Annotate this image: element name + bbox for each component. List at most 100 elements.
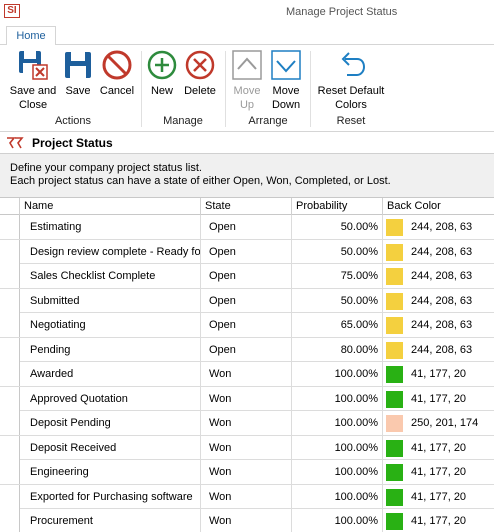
table-row[interactable]: Sales Checklist Complete Open 75.00% 244, 2… [0, 264, 494, 289]
cell-probability[interactable]: 50.00% [292, 215, 383, 239]
table-row[interactable]: Pending Open 80.00% 244, 208, 63 [0, 337, 494, 362]
column-header-probability[interactable]: Probability [292, 198, 383, 215]
cell-state[interactable]: Open [201, 313, 292, 337]
row-selector[interactable] [0, 264, 20, 288]
row-selector[interactable] [0, 484, 20, 509]
row-selector[interactable] [0, 411, 20, 435]
cell-state[interactable]: Won [201, 386, 292, 411]
tab-home[interactable]: Home [6, 26, 56, 46]
table-row[interactable]: Design review complete - Ready for Open 50… [0, 239, 494, 264]
cell-state[interactable]: Open [201, 337, 292, 362]
cell-name[interactable]: Exported for Purchasing software [20, 484, 201, 509]
table-row[interactable]: Engineering Won 100.00% 41, 177, 20 [0, 460, 494, 485]
cell-name[interactable]: Deposit Received [20, 435, 201, 460]
row-selector[interactable] [0, 337, 20, 362]
color-swatch[interactable] [386, 439, 403, 457]
color-swatch[interactable] [386, 415, 403, 432]
cell-name[interactable]: Pending [20, 337, 201, 362]
cell-probability[interactable]: 100.00% [292, 411, 383, 435]
color-swatch[interactable] [386, 317, 403, 334]
cell-state[interactable]: Won [201, 411, 292, 435]
row-selector[interactable] [0, 386, 20, 411]
table-row[interactable]: Awarded Won 100.00% 41, 177, 20 [0, 362, 494, 387]
color-swatch[interactable] [386, 292, 403, 310]
cell-name[interactable]: Approved Quotation [20, 386, 201, 411]
table-row[interactable]: Approved Quotation Won 100.00% 41, 177, 20 [0, 386, 494, 411]
row-selector[interactable] [0, 362, 20, 386]
cell-probability[interactable]: 75.00% [292, 264, 383, 288]
color-swatch[interactable] [386, 341, 403, 359]
cell-probability[interactable]: 80.00% [292, 337, 383, 362]
save-and-close-button[interactable]: Save and Close [9, 49, 57, 112]
cell-probability[interactable]: 100.00% [292, 435, 383, 460]
cell-state[interactable]: Won [201, 362, 292, 386]
cell-back-color[interactable]: 244, 208, 63 [383, 215, 494, 239]
cell-probability[interactable]: 50.00% [292, 288, 383, 313]
color-swatch[interactable] [386, 390, 403, 408]
cell-probability[interactable]: 100.00% [292, 386, 383, 411]
cell-name[interactable]: Design review complete - Ready for [20, 239, 201, 264]
cell-name[interactable]: Submitted [20, 288, 201, 313]
cell-name[interactable]: Sales Checklist Complete [20, 264, 201, 288]
column-header-back-color[interactable]: Back Color [387, 200, 441, 212]
row-selector[interactable] [0, 239, 20, 264]
cell-state[interactable]: Open [201, 215, 292, 239]
table-row[interactable]: Exported for Purchasing software Won 100.0… [0, 484, 494, 509]
table-row[interactable]: Procurement Won 100.00% 41, 177, 20 [0, 509, 494, 532]
color-swatch[interactable] [386, 464, 403, 481]
cell-probability[interactable]: 100.00% [292, 362, 383, 386]
cell-name[interactable]: Estimating [20, 215, 201, 239]
cell-name[interactable]: Negotiating [20, 313, 201, 337]
row-selector[interactable] [0, 435, 20, 460]
new-button[interactable]: New [146, 49, 178, 98]
cell-probability[interactable]: 100.00% [292, 484, 383, 509]
cell-back-color[interactable]: 41, 177, 20 [383, 485, 494, 509]
row-selector[interactable] [0, 215, 20, 239]
delete-button[interactable]: Delete [182, 49, 218, 98]
cell-state[interactable]: Open [201, 264, 292, 288]
cell-back-color[interactable]: 244, 208, 63 [383, 289, 494, 313]
cell-back-color[interactable]: 244, 208, 63 [383, 264, 494, 288]
cell-name[interactable]: Deposit Pending [20, 411, 201, 435]
cell-back-color[interactable]: 244, 208, 63 [383, 313, 494, 337]
row-selector[interactable] [0, 509, 20, 532]
cell-name[interactable]: Awarded [20, 362, 201, 386]
color-swatch[interactable] [386, 268, 403, 285]
cell-back-color[interactable]: 244, 208, 63 [383, 240, 494, 264]
color-swatch[interactable] [386, 366, 403, 383]
table-row[interactable]: Negotiating Open 65.00% 244, 208, 63 [0, 313, 494, 338]
move-down-button[interactable]: Move Down [268, 49, 304, 112]
cell-back-color[interactable]: 41, 177, 20 [383, 387, 494, 411]
color-swatch[interactable] [386, 513, 403, 530]
cell-back-color[interactable]: 250, 201, 174 [383, 411, 494, 435]
cell-back-color[interactable]: 41, 177, 20 [383, 509, 494, 532]
cell-name[interactable]: Procurement [20, 509, 201, 532]
column-header-state[interactable]: State [201, 198, 292, 215]
row-selector[interactable] [0, 460, 20, 484]
reset-default-colors-button[interactable]: Reset Default Colors [315, 49, 387, 112]
table-row[interactable]: Estimating Open 50.00% 244, 208, 63 [0, 215, 494, 240]
save-button[interactable]: Save [62, 49, 94, 98]
cell-probability[interactable]: 50.00% [292, 239, 383, 264]
cell-name[interactable]: Engineering [20, 460, 201, 484]
column-header-name[interactable]: Name [20, 198, 201, 215]
cell-state[interactable]: Open [201, 239, 292, 264]
cell-back-color[interactable]: 244, 208, 63 [383, 338, 494, 362]
cell-state[interactable]: Won [201, 509, 292, 532]
cell-state[interactable]: Open [201, 288, 292, 313]
move-up-button[interactable]: Move Up [230, 49, 264, 112]
cell-probability[interactable]: 100.00% [292, 460, 383, 484]
cell-back-color[interactable]: 41, 177, 20 [383, 460, 494, 484]
table-row[interactable]: Deposit Received Won 100.00% 41, 177, 20 [0, 435, 494, 460]
row-selector[interactable] [0, 313, 20, 337]
cell-back-color[interactable]: 41, 177, 20 [383, 362, 494, 386]
table-row[interactable]: Deposit Pending Won 100.00% 250, 201, 174 [0, 411, 494, 436]
color-swatch[interactable] [386, 488, 403, 506]
cancel-button[interactable]: Cancel [98, 49, 136, 98]
cell-state[interactable]: Won [201, 460, 292, 484]
cell-state[interactable]: Won [201, 484, 292, 509]
cell-probability[interactable]: 65.00% [292, 313, 383, 337]
color-swatch[interactable] [386, 219, 403, 236]
cell-back-color[interactable]: 41, 177, 20 [383, 436, 494, 460]
table-row[interactable]: Submitted Open 50.00% 244, 208, 63 [0, 288, 494, 313]
